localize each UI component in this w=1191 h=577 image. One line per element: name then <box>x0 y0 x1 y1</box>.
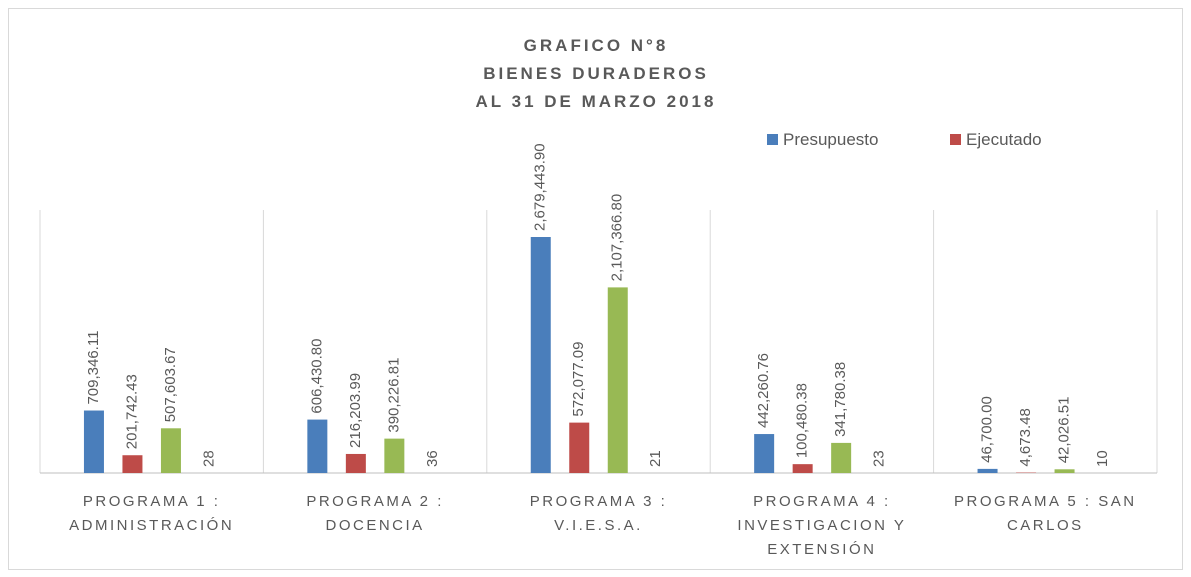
bar <box>345 453 366 473</box>
bar <box>122 455 143 473</box>
data-label: 4,673.48 <box>1017 408 1034 466</box>
data-label: 390,226.81 <box>385 358 402 433</box>
legend-swatch <box>950 134 961 145</box>
bar <box>831 442 852 473</box>
data-label: 2,107,366.80 <box>609 194 626 282</box>
bar <box>160 428 181 473</box>
bar <box>1054 469 1075 473</box>
data-label: 21 <box>647 450 664 467</box>
x-tick-label: PROGRAMA 3 : V.I.E.S.A. <box>529 493 668 534</box>
x-tick-label: PROGRAMA 1 : ADMINISTRACIÓN <box>69 493 235 534</box>
data-label: 341,780.38 <box>832 362 849 437</box>
bar <box>307 419 328 473</box>
data-label: 2,679,443.90 <box>532 143 549 231</box>
data-label: 572,077.09 <box>570 342 587 417</box>
data-label: 442,260.76 <box>755 353 772 428</box>
chart-title: BIENES DURADEROS <box>483 64 709 83</box>
bar <box>754 434 775 473</box>
x-tick-label: PROGRAMA 4 : INVESTIGACION Y EXTENSIÓN <box>737 493 907 558</box>
x-tick-label: PROGRAMA 2 : DOCENCIA <box>306 493 444 534</box>
data-label: 216,203.99 <box>347 373 364 448</box>
data-label: 201,742.43 <box>123 374 140 449</box>
data-label: 28 <box>200 450 217 467</box>
bar <box>384 438 405 473</box>
data-label: 46,700.00 <box>979 396 996 463</box>
x-tick-label: PROGRAMA 5 : SAN CARLOS <box>954 493 1137 534</box>
legend-swatch <box>767 134 778 145</box>
bar <box>83 410 104 473</box>
chart-border <box>8 8 1183 570</box>
bar <box>977 468 998 473</box>
chart-title: AL 31 DE MARZO 2018 <box>476 92 717 111</box>
legend-label: Ejecutado <box>966 130 1042 149</box>
data-label: 507,603.67 <box>162 347 179 422</box>
data-label: 36 <box>424 450 441 467</box>
data-label: 100,480.38 <box>794 383 811 458</box>
legend-label: Presupuesto <box>783 130 878 149</box>
data-label: 23 <box>871 450 888 467</box>
data-label: 42,026.51 <box>1056 397 1073 464</box>
data-label: 10 <box>1094 450 1111 467</box>
bar <box>792 464 813 473</box>
bar <box>530 237 551 473</box>
data-label: 709,346.11 <box>85 331 102 405</box>
chart-title: GRAFICO N°8 <box>524 36 669 55</box>
data-label: 606,430.80 <box>308 339 325 414</box>
bar <box>607 287 628 473</box>
bar <box>569 422 590 473</box>
